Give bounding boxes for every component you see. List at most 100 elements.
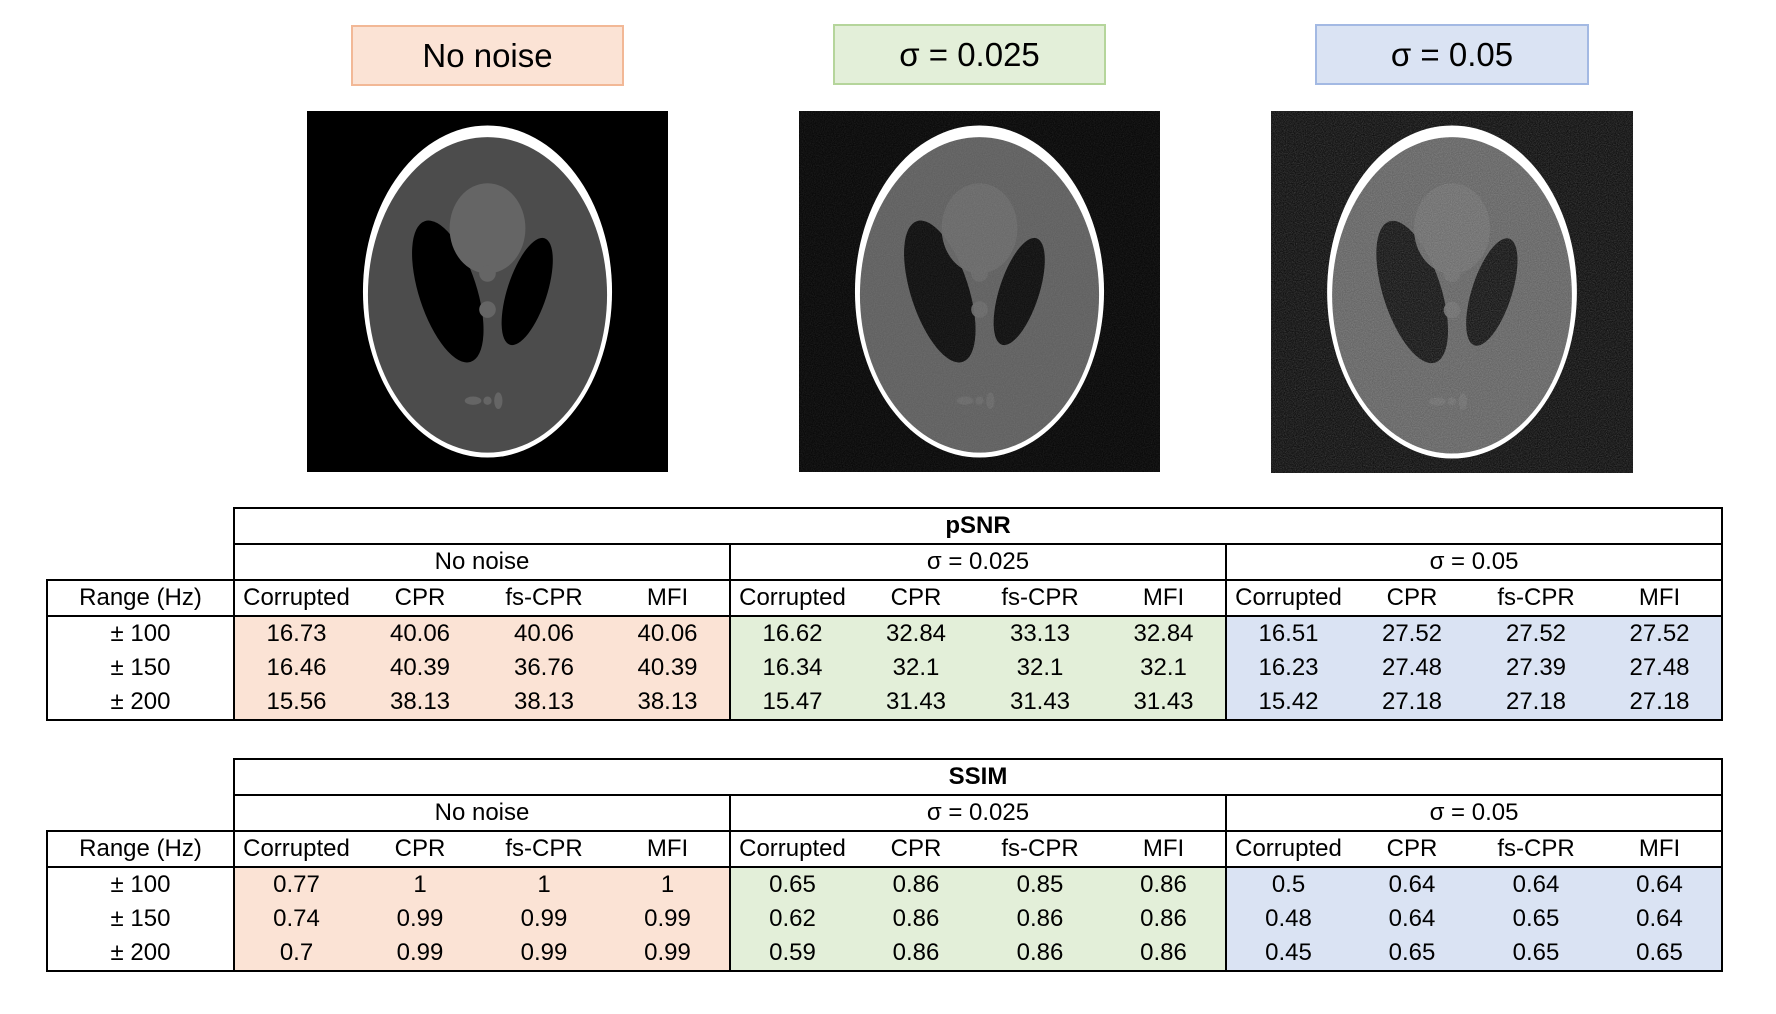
- value-cell: 16.46: [234, 651, 358, 685]
- value-cell: 27.52: [1598, 616, 1723, 651]
- range-cell: ± 100: [46, 867, 235, 902]
- group-header-sigma-0.05: σ = 0.05: [1225, 794, 1723, 832]
- column-header: MFI: [1598, 830, 1723, 868]
- table-title: pSNR: [233, 507, 1723, 545]
- column-header: CPR: [854, 830, 978, 868]
- value-cell: 0.99: [482, 936, 606, 972]
- value-cell: 27.18: [1350, 685, 1474, 721]
- column-header: MFI: [606, 579, 731, 617]
- value-cell: 0.59: [730, 936, 854, 972]
- value-cell: 0.86: [1102, 902, 1227, 936]
- column-header: CPR: [358, 830, 482, 868]
- value-cell: 38.13: [482, 685, 606, 721]
- column-header: CPR: [1350, 830, 1474, 868]
- value-cell: 0.86: [854, 902, 978, 936]
- value-cell: 31.43: [1102, 685, 1227, 721]
- range-cell: ± 150: [46, 651, 235, 685]
- range-header: Range (Hz): [46, 579, 235, 617]
- value-cell: 0.65: [1598, 936, 1723, 972]
- range-header: Range (Hz): [46, 830, 235, 868]
- value-cell: 0.77: [234, 867, 358, 902]
- value-cell: 0.65: [1474, 936, 1598, 972]
- value-cell: 16.73: [234, 616, 358, 651]
- group-header-sigma-0.025: σ = 0.025: [729, 543, 1227, 581]
- value-cell: 27.52: [1350, 616, 1474, 651]
- range-cell: ± 150: [46, 902, 235, 936]
- value-cell: 0.99: [482, 902, 606, 936]
- value-cell: 0.64: [1598, 902, 1723, 936]
- noise-overlay: [799, 111, 1160, 472]
- range-cell: ± 200: [46, 936, 235, 972]
- table-row: ± 100 16.73 40.06 40.06 40.06 16.62 32.8…: [46, 616, 1723, 651]
- phantom-upper-blob: [449, 183, 526, 274]
- label-no-noise: No noise: [351, 25, 624, 86]
- value-cell: 0.99: [358, 936, 482, 972]
- group-header-sigma-0.05: σ = 0.05: [1225, 543, 1723, 581]
- group-header-no-noise: No noise: [233, 794, 731, 832]
- column-header: fs-CPR: [1474, 579, 1598, 617]
- value-cell: 32.1: [854, 651, 978, 685]
- table-row: ± 200 0.7 0.99 0.99 0.99 0.59 0.86 0.86 …: [46, 936, 1723, 972]
- column-header-row: Range (Hz) Corrupted CPR fs-CPR MFI Corr…: [46, 830, 1723, 868]
- phantom-lower-dot-3: [494, 392, 503, 410]
- table-title: SSIM: [233, 758, 1723, 796]
- table-row: ± 200 15.56 38.13 38.13 38.13 15.47 31.4…: [46, 685, 1723, 721]
- value-cell: 27.18: [1474, 685, 1598, 721]
- value-cell: 0.65: [730, 867, 854, 902]
- value-cell: 0.48: [1226, 902, 1350, 936]
- value-cell: 0.65: [1350, 936, 1474, 972]
- value-cell: 16.23: [1226, 651, 1350, 685]
- column-header: fs-CPR: [978, 579, 1102, 617]
- value-cell: 15.56: [234, 685, 358, 721]
- value-cell: 0.74: [234, 902, 358, 936]
- value-cell: 32.84: [854, 616, 978, 651]
- range-cell: ± 100: [46, 616, 235, 651]
- value-cell: 1: [606, 867, 731, 902]
- value-cell: 0.86: [854, 936, 978, 972]
- column-header: MFI: [1102, 579, 1227, 617]
- column-header: Corrupted: [1226, 830, 1350, 868]
- value-cell: 27.39: [1474, 651, 1598, 685]
- value-cell: 0.85: [978, 867, 1102, 902]
- value-cell: 0.64: [1350, 867, 1474, 902]
- phantom-lower-dot-2: [483, 396, 492, 405]
- phantom-image-no-noise: [307, 111, 668, 472]
- value-cell: 0.99: [358, 902, 482, 936]
- value-cell: 40.39: [358, 651, 482, 685]
- table-row: ± 150 16.46 40.39 36.76 40.39 16.34 32.1…: [46, 651, 1723, 685]
- phantom-image-sigma-0.025: [799, 111, 1160, 472]
- group-header-no-noise: No noise: [233, 543, 731, 581]
- value-cell: 32.84: [1102, 616, 1227, 651]
- value-cell: 0.86: [1102, 867, 1227, 902]
- value-cell: 16.62: [730, 616, 854, 651]
- value-cell: 33.13: [978, 616, 1102, 651]
- column-header: Corrupted: [1226, 579, 1350, 617]
- value-cell: 0.86: [1102, 936, 1227, 972]
- phantom-ventricle-left: [412, 220, 484, 363]
- value-cell: 36.76: [482, 651, 606, 685]
- column-header: fs-CPR: [1474, 830, 1598, 868]
- value-cell: 0.7: [234, 936, 358, 972]
- label-sigma-0.05: σ = 0.05: [1315, 24, 1589, 85]
- group-header-sigma-0.025: σ = 0.025: [729, 794, 1227, 832]
- column-header: MFI: [1102, 830, 1227, 868]
- column-header: Corrupted: [730, 579, 854, 617]
- value-cell: 0.86: [978, 902, 1102, 936]
- value-cell: 31.43: [854, 685, 978, 721]
- phantom-lower-dot-1: [464, 396, 482, 405]
- column-header: Corrupted: [234, 579, 358, 617]
- phantom-small-dot-2: [479, 301, 496, 318]
- value-cell: 27.48: [1598, 651, 1723, 685]
- value-cell: 40.06: [358, 616, 482, 651]
- value-cell: 0.64: [1474, 867, 1598, 902]
- value-cell: 0.64: [1350, 902, 1474, 936]
- value-cell: 0.5: [1226, 867, 1350, 902]
- value-cell: 38.13: [358, 685, 482, 721]
- value-cell: 27.52: [1474, 616, 1598, 651]
- phantom-image-sigma-0.05: [1271, 111, 1633, 473]
- value-cell: 27.48: [1350, 651, 1474, 685]
- value-cell: 15.42: [1226, 685, 1350, 721]
- noise-overlay: [1271, 111, 1633, 473]
- value-cell: 16.51: [1226, 616, 1350, 651]
- label-sigma-0.025: σ = 0.025: [833, 24, 1106, 85]
